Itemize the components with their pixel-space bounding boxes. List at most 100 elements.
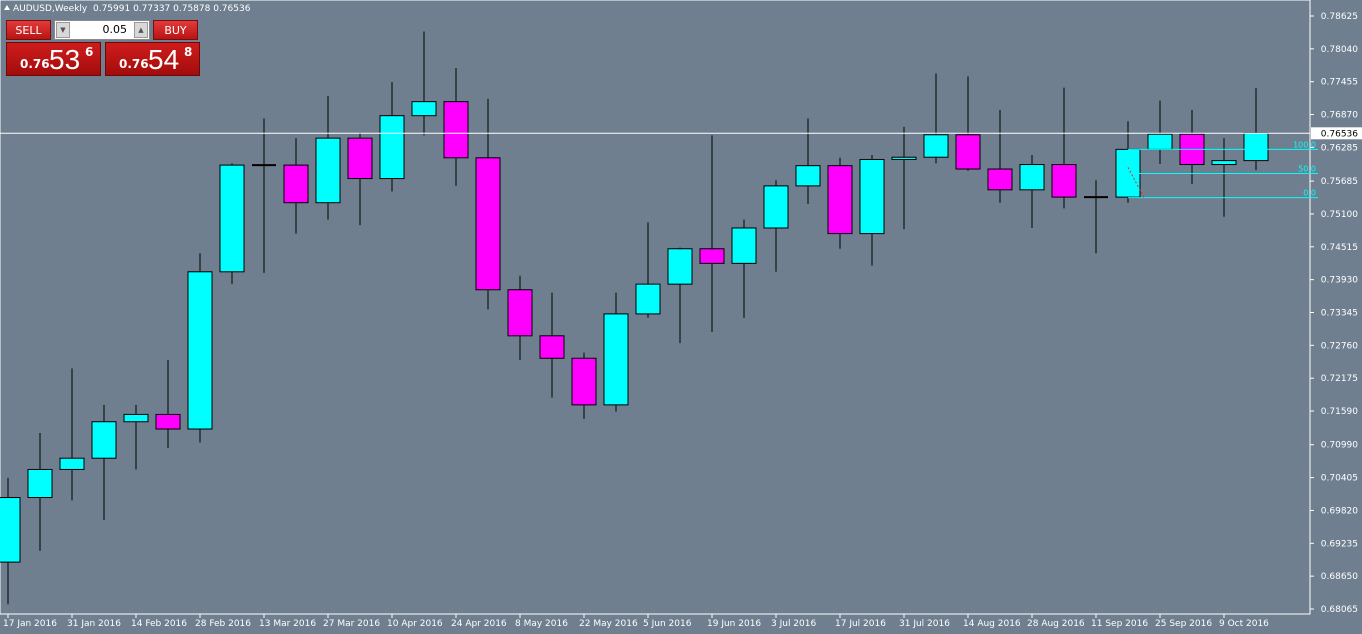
fib-level-label: 50.0 — [1298, 165, 1316, 174]
sell-price-pips: 53 — [49, 44, 81, 75]
x-tick-label: 14 Aug 2016 — [963, 619, 1021, 629]
candle — [923, 73, 949, 164]
lot-value[interactable]: 0.05 — [102, 23, 128, 36]
candle — [411, 31, 437, 136]
candle-body-bull — [379, 115, 405, 180]
candle-body-bull — [603, 313, 629, 406]
candle-body-bull — [1147, 133, 1173, 150]
chart-title: AUDUSD,Weekly 0.75991 0.77337 0.75878 0.… — [4, 4, 250, 14]
one-click-trading-panel: SELL ▼ 0.05 ▲ BUY 0.76 53 6 0.76 54 8 — [6, 20, 200, 76]
candle-body-bull — [1211, 160, 1237, 166]
candle-body-bear — [1051, 164, 1077, 198]
candle — [891, 126, 917, 230]
candle — [827, 157, 853, 249]
buy-button[interactable]: BUY — [153, 20, 198, 40]
y-tick-label: 0.69820 — [1321, 506, 1358, 516]
collapse-triangle-icon[interactable] — [4, 5, 10, 10]
sell-price-prefix: 0.76 — [20, 57, 50, 71]
x-tick-label: 13 Mar 2016 — [259, 619, 316, 629]
candle-body-bull — [923, 134, 949, 158]
x-tick-label: 10 Apr 2016 — [387, 619, 443, 629]
candle — [0, 477, 21, 605]
candle-body-bull — [1019, 164, 1045, 191]
candle-body-bull — [59, 457, 85, 470]
ohlc-values: 0.75991 0.77337 0.75878 0.76536 — [92, 4, 251, 14]
y-tick-label: 0.78040 — [1321, 45, 1358, 55]
x-tick-label: 8 May 2016 — [515, 619, 568, 629]
symbol-timeframe: AUDUSD,Weekly — [13, 4, 88, 14]
y-tick-label: 0.75685 — [1321, 177, 1358, 187]
y-tick-label: 0.68065 — [1321, 605, 1358, 615]
sell-button[interactable]: SELL — [6, 20, 51, 40]
y-tick-label: 0.68650 — [1321, 572, 1358, 582]
y-tick-label: 0.77455 — [1321, 78, 1358, 88]
plot-area — [0, 0, 1311, 615]
x-tick-label: 28 Aug 2016 — [1027, 619, 1085, 629]
y-tick-label: 0.70990 — [1321, 441, 1358, 451]
x-tick-label: 27 Mar 2016 — [323, 619, 380, 629]
candle-body-bear — [283, 164, 309, 204]
candle — [699, 135, 725, 332]
y-tick-label: 0.73930 — [1321, 276, 1358, 286]
candle-body-bear — [155, 413, 181, 430]
candle — [379, 81, 405, 192]
candle — [187, 253, 213, 443]
candle-body-bull — [859, 158, 885, 235]
y-tick-label: 0.76870 — [1321, 111, 1358, 121]
x-tick-label: 11 Sep 2016 — [1091, 619, 1148, 629]
candle-body-bear — [571, 357, 597, 406]
y-tick-label: 0.72175 — [1321, 374, 1358, 384]
candle — [91, 404, 117, 520]
sell-price-box[interactable]: 0.76 53 6 — [6, 42, 101, 76]
candle — [859, 154, 885, 266]
candle — [27, 432, 53, 551]
lot-size-input[interactable]: ▼ 0.05 ▲ — [54, 20, 150, 40]
candle-body-bear — [347, 137, 373, 180]
fibonacci-retracement[interactable]: 100.0 50.0 0.0 — [1127, 140, 1318, 199]
increase-lot-arrow-icon[interactable]: ▲ — [134, 22, 148, 38]
buy-price-prefix: 0.76 — [119, 57, 149, 71]
candle — [1243, 88, 1269, 171]
candle-body-bull — [123, 413, 149, 423]
decrease-lot-arrow-icon[interactable]: ▼ — [56, 22, 70, 38]
candle-body-bull — [635, 283, 661, 315]
x-tick-label: 9 Oct 2016 — [1219, 619, 1269, 629]
current-price-label: 0.76536 — [1311, 127, 1362, 140]
candle — [1051, 87, 1077, 209]
x-tick-label: 31 Jul 2016 — [899, 619, 950, 629]
y-tick-label: 0.75100 — [1321, 210, 1358, 220]
candle — [571, 352, 597, 419]
current-price-text: 0.76536 — [1321, 129, 1358, 139]
y-tick-label: 0.71590 — [1321, 407, 1358, 417]
candle-body-bull — [91, 421, 117, 459]
candle — [731, 219, 757, 318]
candle — [763, 180, 789, 272]
x-tick-label: 3 Jul 2016 — [771, 619, 816, 629]
candle-body-bull — [667, 248, 693, 285]
candle — [955, 76, 981, 171]
candle — [155, 359, 181, 449]
candle-body-bull — [1243, 132, 1269, 162]
buy-price-box[interactable]: 0.76 54 8 — [105, 42, 200, 76]
candle — [1211, 138, 1237, 217]
x-tick-label: 5 Jun 2016 — [643, 619, 692, 629]
sell-price-fraction: 6 — [85, 45, 94, 59]
buy-price-pips: 54 — [148, 44, 180, 75]
candle-body-bull — [763, 185, 789, 229]
x-tick-label: 31 Jan 2016 — [67, 619, 121, 629]
candle-body-bear — [699, 248, 725, 264]
candle — [795, 118, 821, 204]
candle-body-bear — [987, 168, 1013, 191]
fib-trendline[interactable] — [1127, 167, 1145, 198]
fib-level-label: 100.0 — [1293, 140, 1316, 149]
y-tick-label: 0.72760 — [1321, 341, 1358, 351]
candle — [987, 110, 1013, 203]
candle-body-bear — [507, 289, 533, 337]
candle-body-bull — [731, 227, 757, 264]
candle — [603, 292, 629, 412]
price-axis: 0.78625 0.78040 0.77455 0.76870 0.76285 0.756… — [1310, 12, 1358, 615]
candle — [252, 118, 276, 273]
x-tick-label: 28 Feb 2016 — [195, 619, 251, 629]
y-tick-label: 0.78625 — [1321, 12, 1358, 22]
